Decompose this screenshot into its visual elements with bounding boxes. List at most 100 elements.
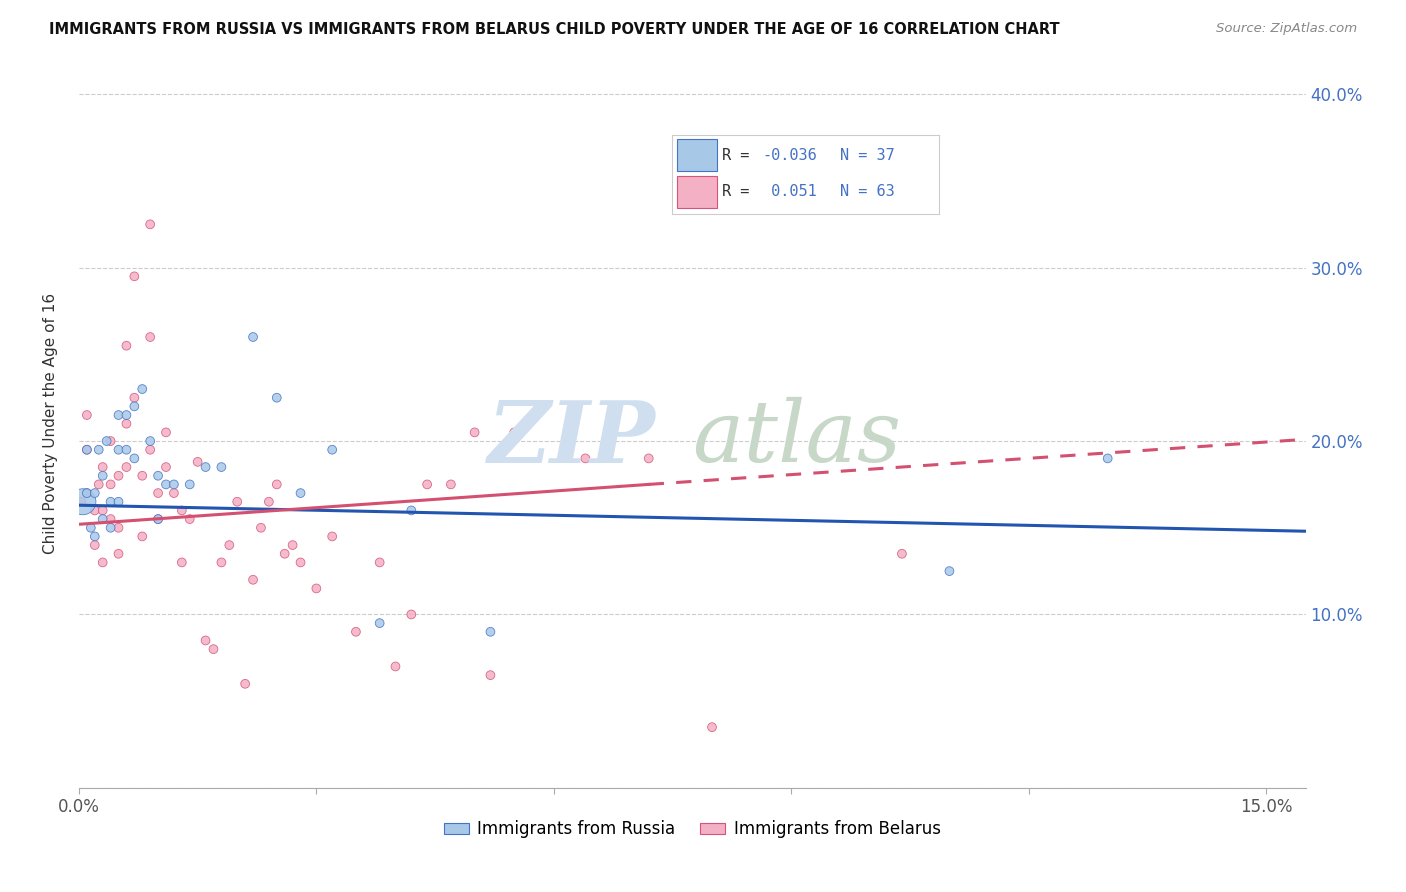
Point: [139, 442, 162, 457]
Point: [115, 417, 138, 431]
Text: R =: R =: [723, 148, 759, 163]
Point: [700, 720, 723, 734]
Point: [384, 659, 406, 673]
Point: [179, 477, 201, 491]
Text: 0.051: 0.051: [762, 184, 817, 199]
Point: [124, 269, 146, 284]
Point: [146, 512, 169, 526]
Text: N = 37: N = 37: [839, 148, 894, 163]
Point: [202, 642, 225, 657]
Point: [440, 477, 463, 491]
Point: [155, 477, 177, 491]
Point: [290, 556, 312, 570]
Point: [273, 547, 295, 561]
Point: [87, 442, 110, 457]
Text: atlas: atlas: [692, 397, 901, 480]
Point: [91, 512, 114, 526]
Point: [290, 486, 312, 500]
Point: [242, 330, 264, 344]
Point: [87, 477, 110, 491]
Point: [281, 538, 304, 552]
Point: [96, 434, 118, 448]
Point: [76, 408, 98, 422]
Point: [76, 486, 98, 500]
Point: [187, 455, 209, 469]
Point: [100, 512, 122, 526]
Legend: Immigrants from Russia, Immigrants from Belarus: Immigrants from Russia, Immigrants from …: [437, 814, 948, 845]
Point: [91, 556, 114, 570]
Point: [146, 512, 169, 526]
FancyBboxPatch shape: [676, 139, 717, 171]
Point: [401, 607, 423, 622]
Point: [100, 477, 122, 491]
Point: [305, 582, 328, 596]
Point: [938, 564, 960, 578]
Point: [344, 624, 367, 639]
Point: [170, 503, 193, 517]
Point: [368, 556, 391, 570]
Point: [170, 556, 193, 570]
Point: [209, 460, 232, 475]
Point: [83, 503, 105, 517]
Text: Source: ZipAtlas.com: Source: ZipAtlas.com: [1216, 22, 1357, 36]
Point: [155, 460, 177, 475]
Point: [401, 503, 423, 517]
Point: [139, 217, 162, 231]
Point: [107, 494, 129, 508]
Point: [464, 425, 486, 440]
Point: [70, 494, 93, 508]
Point: [242, 573, 264, 587]
Point: [1097, 451, 1119, 466]
Point: [574, 451, 596, 466]
Point: [257, 494, 280, 508]
Point: [107, 547, 129, 561]
Point: [226, 494, 249, 508]
Point: [503, 425, 526, 440]
Point: [131, 468, 153, 483]
Point: [250, 521, 273, 535]
Point: [266, 391, 288, 405]
Point: [107, 468, 129, 483]
Text: -0.036: -0.036: [762, 148, 817, 163]
Point: [890, 547, 912, 561]
Point: [131, 529, 153, 543]
Text: R =: R =: [723, 184, 759, 199]
Point: [321, 442, 343, 457]
Point: [100, 434, 122, 448]
Text: IMMIGRANTS FROM RUSSIA VS IMMIGRANTS FROM BELARUS CHILD POVERTY UNDER THE AGE OF: IMMIGRANTS FROM RUSSIA VS IMMIGRANTS FRO…: [49, 22, 1060, 37]
Point: [233, 677, 256, 691]
Point: [194, 460, 217, 475]
FancyBboxPatch shape: [676, 177, 717, 208]
Point: [91, 503, 114, 517]
Point: [91, 460, 114, 475]
Point: [76, 486, 98, 500]
Point: [479, 668, 502, 682]
Text: ZIP: ZIP: [488, 397, 655, 480]
Point: [179, 512, 201, 526]
Point: [139, 330, 162, 344]
Point: [107, 442, 129, 457]
Point: [100, 521, 122, 535]
Point: [131, 382, 153, 396]
Point: [76, 442, 98, 457]
Point: [139, 434, 162, 448]
Point: [146, 486, 169, 500]
Point: [637, 451, 659, 466]
Point: [100, 494, 122, 508]
Point: [266, 477, 288, 491]
Point: [321, 529, 343, 543]
Point: [115, 339, 138, 353]
Point: [107, 408, 129, 422]
Point: [368, 616, 391, 631]
Point: [416, 477, 439, 491]
Point: [72, 494, 94, 508]
Point: [479, 624, 502, 639]
Point: [163, 486, 186, 500]
Point: [83, 529, 105, 543]
Point: [83, 486, 105, 500]
Point: [115, 442, 138, 457]
Point: [115, 408, 138, 422]
Point: [218, 538, 240, 552]
Point: [80, 521, 103, 535]
Y-axis label: Child Poverty Under the Age of 16: Child Poverty Under the Age of 16: [44, 293, 58, 554]
